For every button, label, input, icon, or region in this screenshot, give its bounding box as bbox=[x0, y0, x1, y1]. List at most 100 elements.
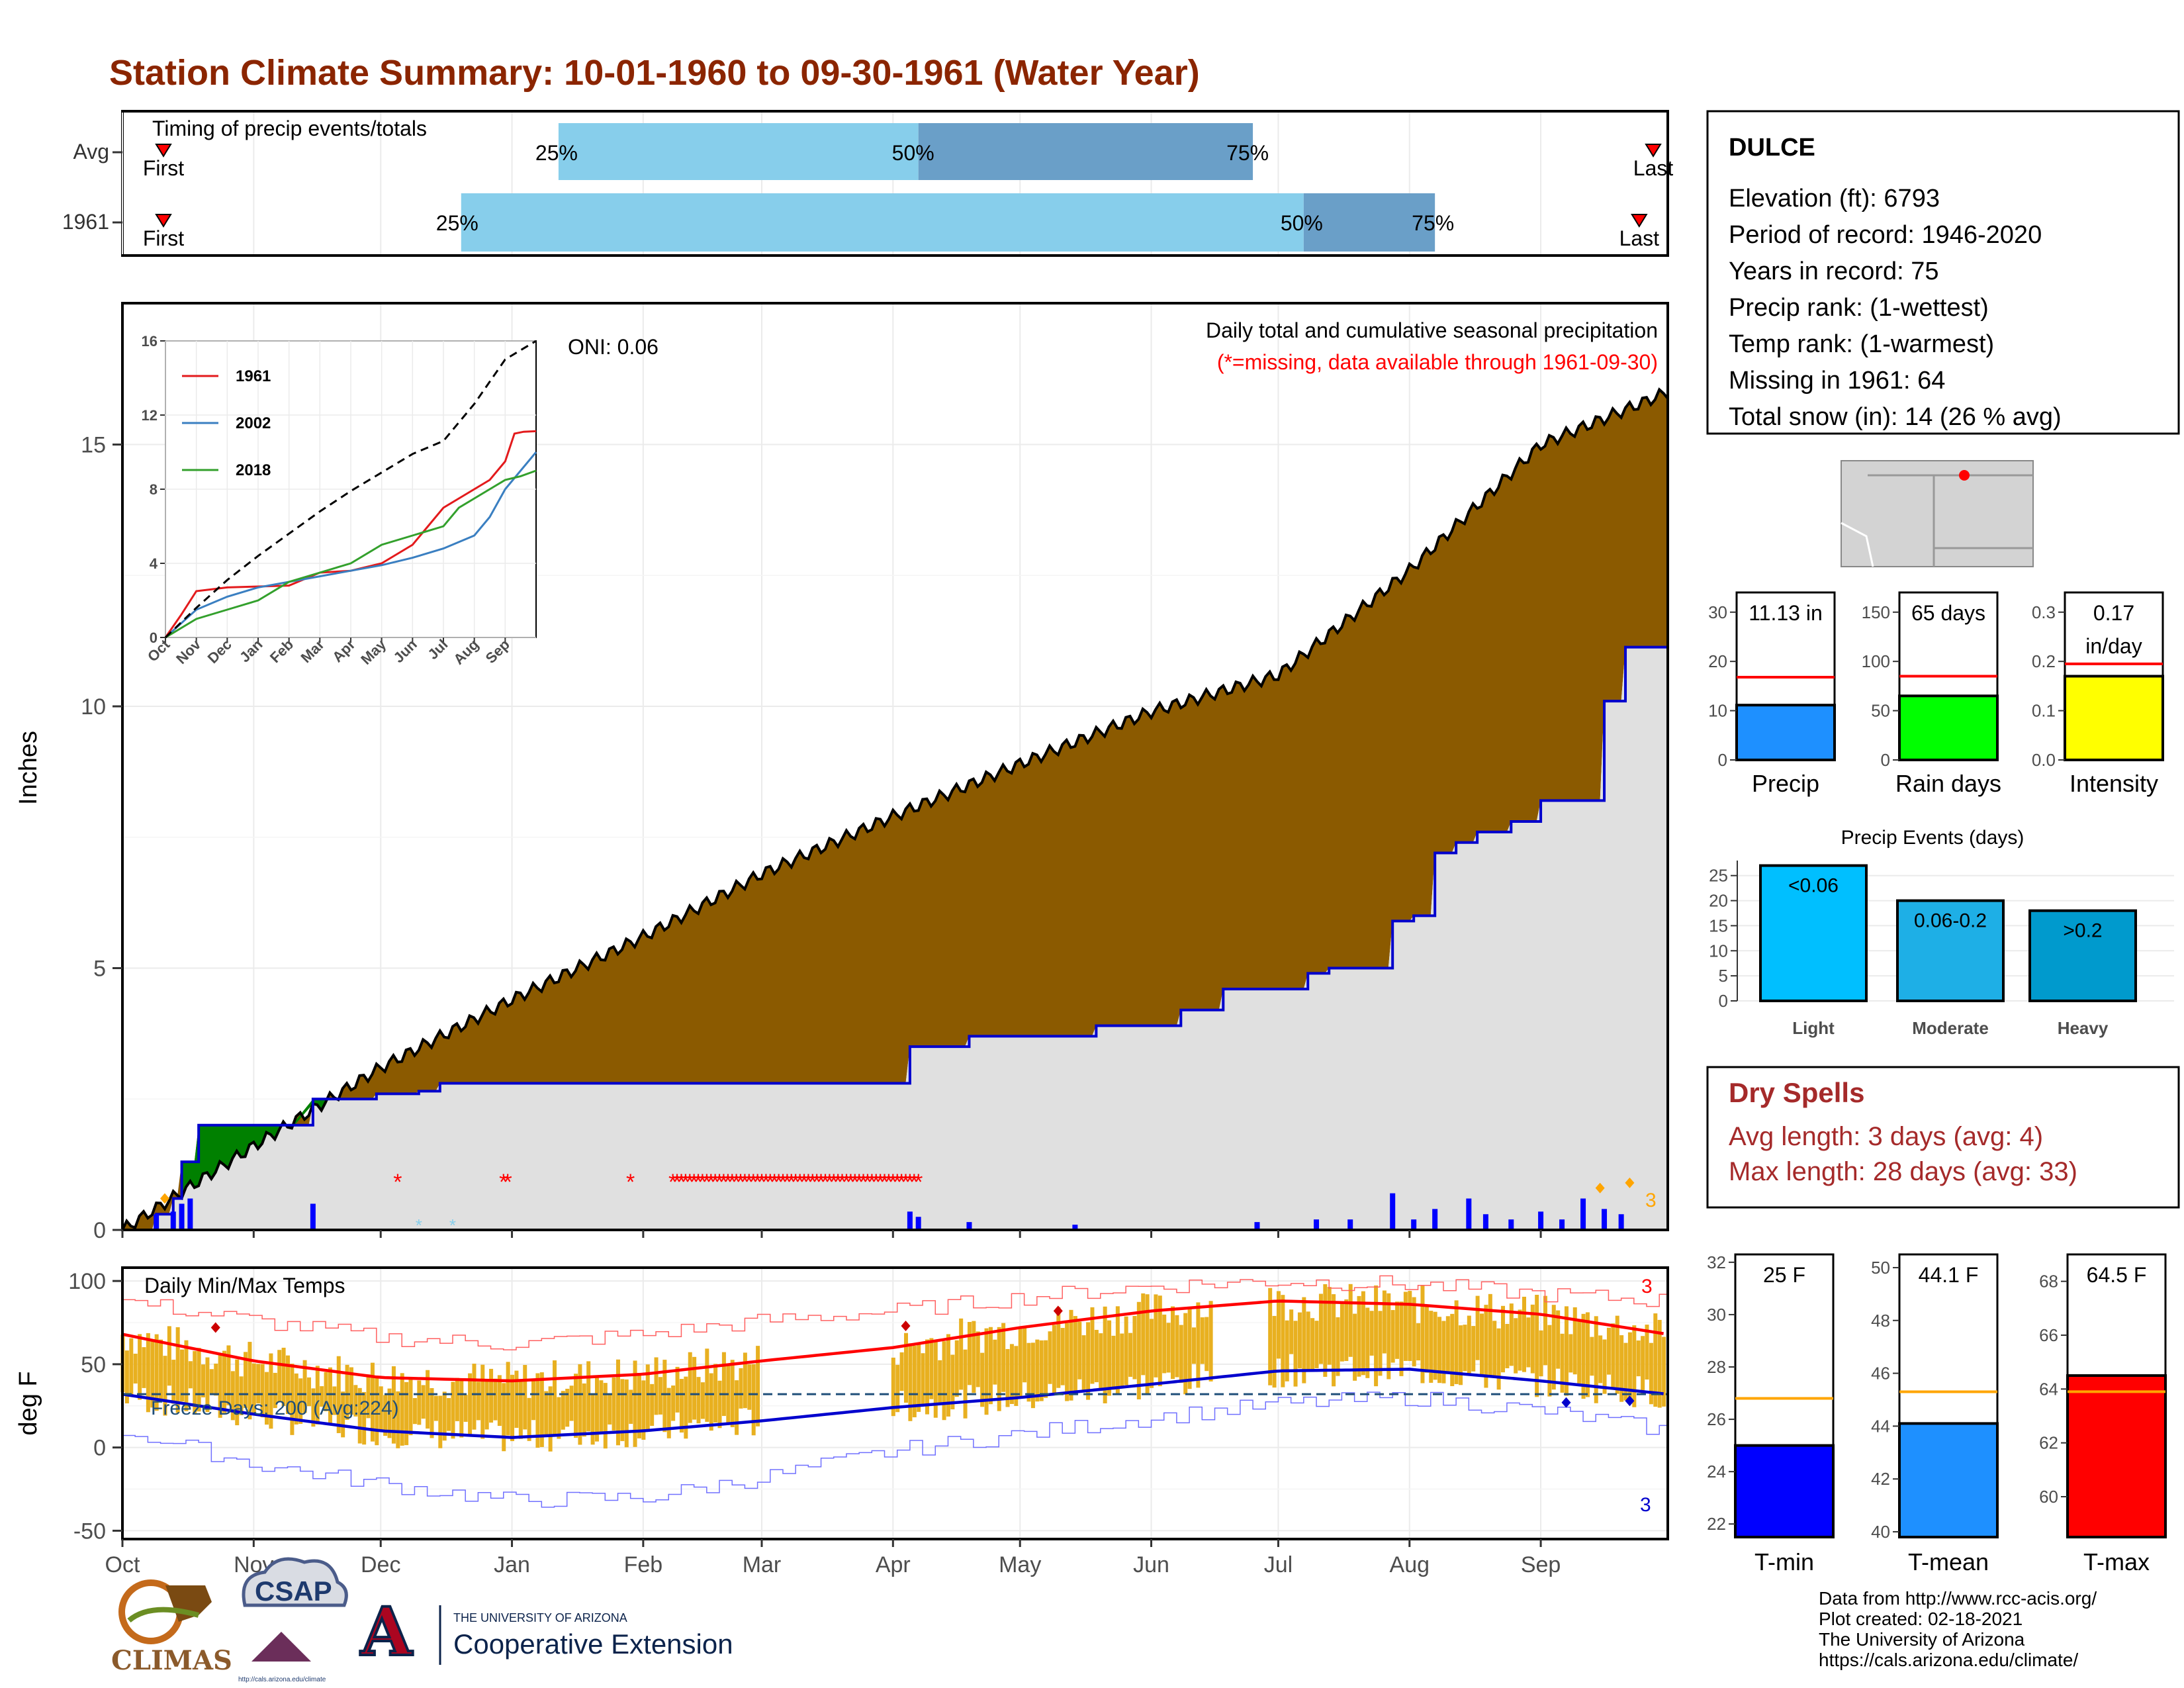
temp-y-axis-label: deg F bbox=[15, 1371, 42, 1435]
summary-y-tick-label: 44 bbox=[1871, 1416, 1890, 1436]
daily-temp-bar bbox=[1107, 1320, 1112, 1396]
missing-marker: * bbox=[884, 1170, 893, 1195]
missing-marker: * bbox=[715, 1170, 723, 1195]
daily-temp-bar bbox=[1302, 1297, 1306, 1383]
daily-temp-bar bbox=[726, 1363, 731, 1423]
daily-temp-bar bbox=[675, 1366, 680, 1413]
missing-marker: * bbox=[711, 1170, 719, 1195]
temp-y-tick-label: -50 bbox=[73, 1519, 106, 1544]
timing-last-marker bbox=[1645, 144, 1662, 158]
daily-temp-bar bbox=[1514, 1318, 1518, 1374]
daily-temp-bar bbox=[306, 1377, 311, 1407]
daily-temp-bar bbox=[1336, 1317, 1340, 1376]
missing-marker: * bbox=[808, 1170, 817, 1195]
inset-series-line-1961 bbox=[164, 430, 537, 638]
summary-value-label: 0.17 bbox=[2093, 601, 2134, 625]
location-map bbox=[1841, 460, 2034, 567]
temp-x-tick-label: Mar bbox=[743, 1552, 782, 1577]
daily-temp-bar bbox=[357, 1387, 362, 1444]
daily-temp-bar bbox=[1124, 1316, 1128, 1385]
daily-precip-bar bbox=[154, 1214, 159, 1230]
dry-spells-avg: Avg length: 3 days (avg: 4) bbox=[1729, 1122, 2043, 1151]
missing-marker: * bbox=[846, 1170, 855, 1195]
daily-temp-bar bbox=[735, 1380, 739, 1435]
station-info-line: Temp rank: (1-warmest) bbox=[1729, 330, 1994, 358]
ua-logo-small-text: THE UNIVERSITY OF ARIZONA bbox=[453, 1611, 627, 1624]
missing-marker: * bbox=[834, 1170, 842, 1195]
daily-temp-bar bbox=[1509, 1303, 1514, 1366]
daily-temp-bar bbox=[1467, 1315, 1471, 1374]
daily-temp-bar bbox=[984, 1328, 989, 1415]
ua-logo: A THE UNIVERSITY OF ARIZONA Cooperative … bbox=[359, 1591, 733, 1672]
daily-temp-bar bbox=[1344, 1299, 1349, 1362]
summary-y-tick-label: 24 bbox=[1707, 1462, 1726, 1481]
daily-temp-bar bbox=[438, 1395, 443, 1448]
daily-temp-bar bbox=[1480, 1313, 1484, 1376]
daily-temp-bar bbox=[302, 1360, 307, 1413]
summary-bar-t-max bbox=[2066, 1374, 2167, 1538]
csap-logo: CSAP http://cals.arizona.edu/climate bbox=[238, 1557, 348, 1683]
daily-temp-bar bbox=[1310, 1318, 1315, 1371]
daily-temp-bar bbox=[328, 1367, 332, 1425]
events-bar-heavy bbox=[2028, 909, 2137, 1002]
events-bar-moderate bbox=[1896, 899, 2005, 1002]
daily-precip-bar bbox=[179, 1203, 185, 1230]
daily-temp-bar bbox=[341, 1391, 345, 1438]
daily-temp-bar bbox=[506, 1362, 510, 1436]
daily-temp-bar bbox=[1018, 1327, 1023, 1397]
daily-temp-bar bbox=[1530, 1304, 1535, 1374]
daily-temp-bar bbox=[1662, 1336, 1666, 1407]
daily-temp-bar bbox=[709, 1373, 713, 1431]
daily-precip-bar bbox=[1482, 1214, 1488, 1230]
missing-marker: * bbox=[677, 1170, 686, 1195]
daily-temp-bar bbox=[1369, 1311, 1374, 1356]
daily-temp-bar bbox=[569, 1385, 574, 1421]
daily-temp-bar bbox=[1535, 1295, 1539, 1397]
daily-temp-bar bbox=[230, 1371, 235, 1421]
daily-temp-bar bbox=[239, 1376, 244, 1415]
daily-temp-bar bbox=[1030, 1342, 1035, 1409]
daily-temp-bar bbox=[891, 1357, 895, 1417]
daily-temp-bar bbox=[497, 1375, 502, 1427]
summary-y-tick-label: 50 bbox=[1871, 1258, 1890, 1278]
daily-temp-bar bbox=[1590, 1336, 1594, 1376]
daily-temp-bar bbox=[553, 1360, 557, 1435]
daily-temp-bar bbox=[1208, 1301, 1213, 1382]
daily-temp-bar bbox=[1492, 1321, 1497, 1378]
daily-temp-bar bbox=[184, 1340, 189, 1411]
daily-temp-bar bbox=[921, 1353, 925, 1405]
daily-temp-bar bbox=[1488, 1293, 1492, 1376]
daily-temp-bar bbox=[472, 1364, 477, 1430]
missing-marker: * bbox=[855, 1170, 864, 1195]
daily-temp-bar bbox=[578, 1364, 582, 1445]
daily-temp-bar bbox=[1560, 1333, 1565, 1393]
daily-temp-bar bbox=[222, 1350, 227, 1413]
daily-temp-bar bbox=[938, 1360, 942, 1405]
summary-y-tick-label: 64 bbox=[2039, 1379, 2058, 1399]
daily-precip-bar bbox=[1580, 1198, 1586, 1230]
dry-spells-title: Dry Spells bbox=[1729, 1077, 1864, 1108]
missing-marker: * bbox=[393, 1170, 402, 1195]
daily-temp-bar bbox=[218, 1355, 222, 1418]
missing-marker: * bbox=[668, 1170, 677, 1195]
timing-first-label: First bbox=[143, 156, 184, 180]
daily-temp-bar bbox=[684, 1376, 688, 1439]
annual-bars-panels: 0 10 20 30 11.13 in Precip 0 50 100 150 65 days Rai… bbox=[1708, 591, 2164, 797]
daily-temp-bar bbox=[1052, 1325, 1056, 1394]
precip-events-chart: Precip Events (days) 0 5 10 15 20 25 <0.06 Ligh… bbox=[1709, 827, 2174, 1038]
daily-temp-bar bbox=[442, 1391, 447, 1441]
daily-temp-bar bbox=[412, 1397, 417, 1425]
timing-row-label: Avg bbox=[73, 140, 109, 164]
inset-series-line-2002 bbox=[164, 451, 537, 639]
summary-bar-t-min bbox=[1734, 1444, 1835, 1538]
daily-temp-bar bbox=[175, 1327, 180, 1413]
station-name: DULCE bbox=[1729, 134, 1815, 162]
daily-temp-bar bbox=[1187, 1307, 1192, 1389]
normal-min-line bbox=[122, 1368, 1664, 1439]
daily-precip-bar bbox=[1618, 1214, 1624, 1230]
daily-temp-bar bbox=[1572, 1307, 1577, 1375]
map-border-sw bbox=[1841, 522, 1874, 567]
temp-x-tick-label: Jan bbox=[494, 1552, 530, 1577]
summary-y-tick-label: 0 bbox=[1881, 750, 1890, 770]
